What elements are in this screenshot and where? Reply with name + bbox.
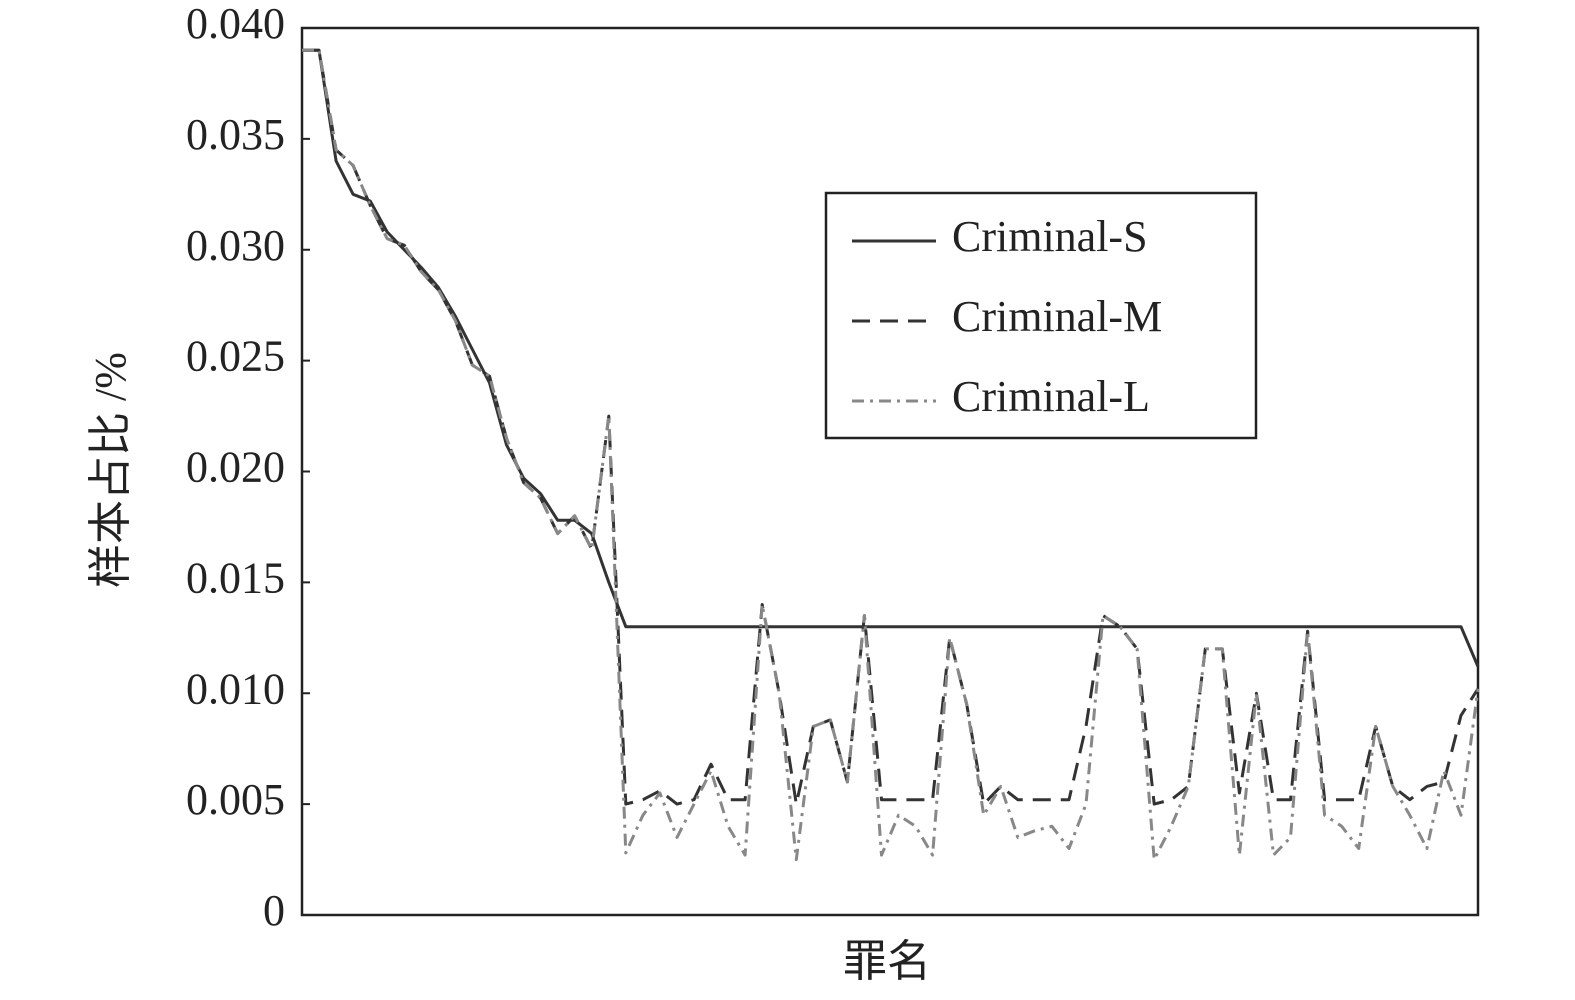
y-tick-label: 0.015 [186,553,285,602]
y-tick-label: 0.025 [186,332,285,381]
y-tick-label: 0.030 [186,221,285,270]
y-tick-label: 0.010 [186,664,285,713]
legend-box [824,191,1258,440]
series-line [302,48,1480,862]
plot-frame [300,26,1480,917]
x-axis-label: 罪名 [843,937,931,986]
y-tick-label: 0.035 [186,110,285,159]
y-tick-label: 0.020 [186,443,285,492]
y-tick-label: 0.040 [186,0,285,48]
y-axis-label: 样本占比 /% [86,352,135,588]
legend-label: Criminal-M [952,292,1162,341]
y-tick-label: 0.005 [186,775,285,824]
legend-label: Criminal-L [952,372,1150,421]
series-line [302,48,1480,668]
y-tick-label: 0 [263,886,285,935]
legend-label: Criminal-S [952,212,1148,261]
